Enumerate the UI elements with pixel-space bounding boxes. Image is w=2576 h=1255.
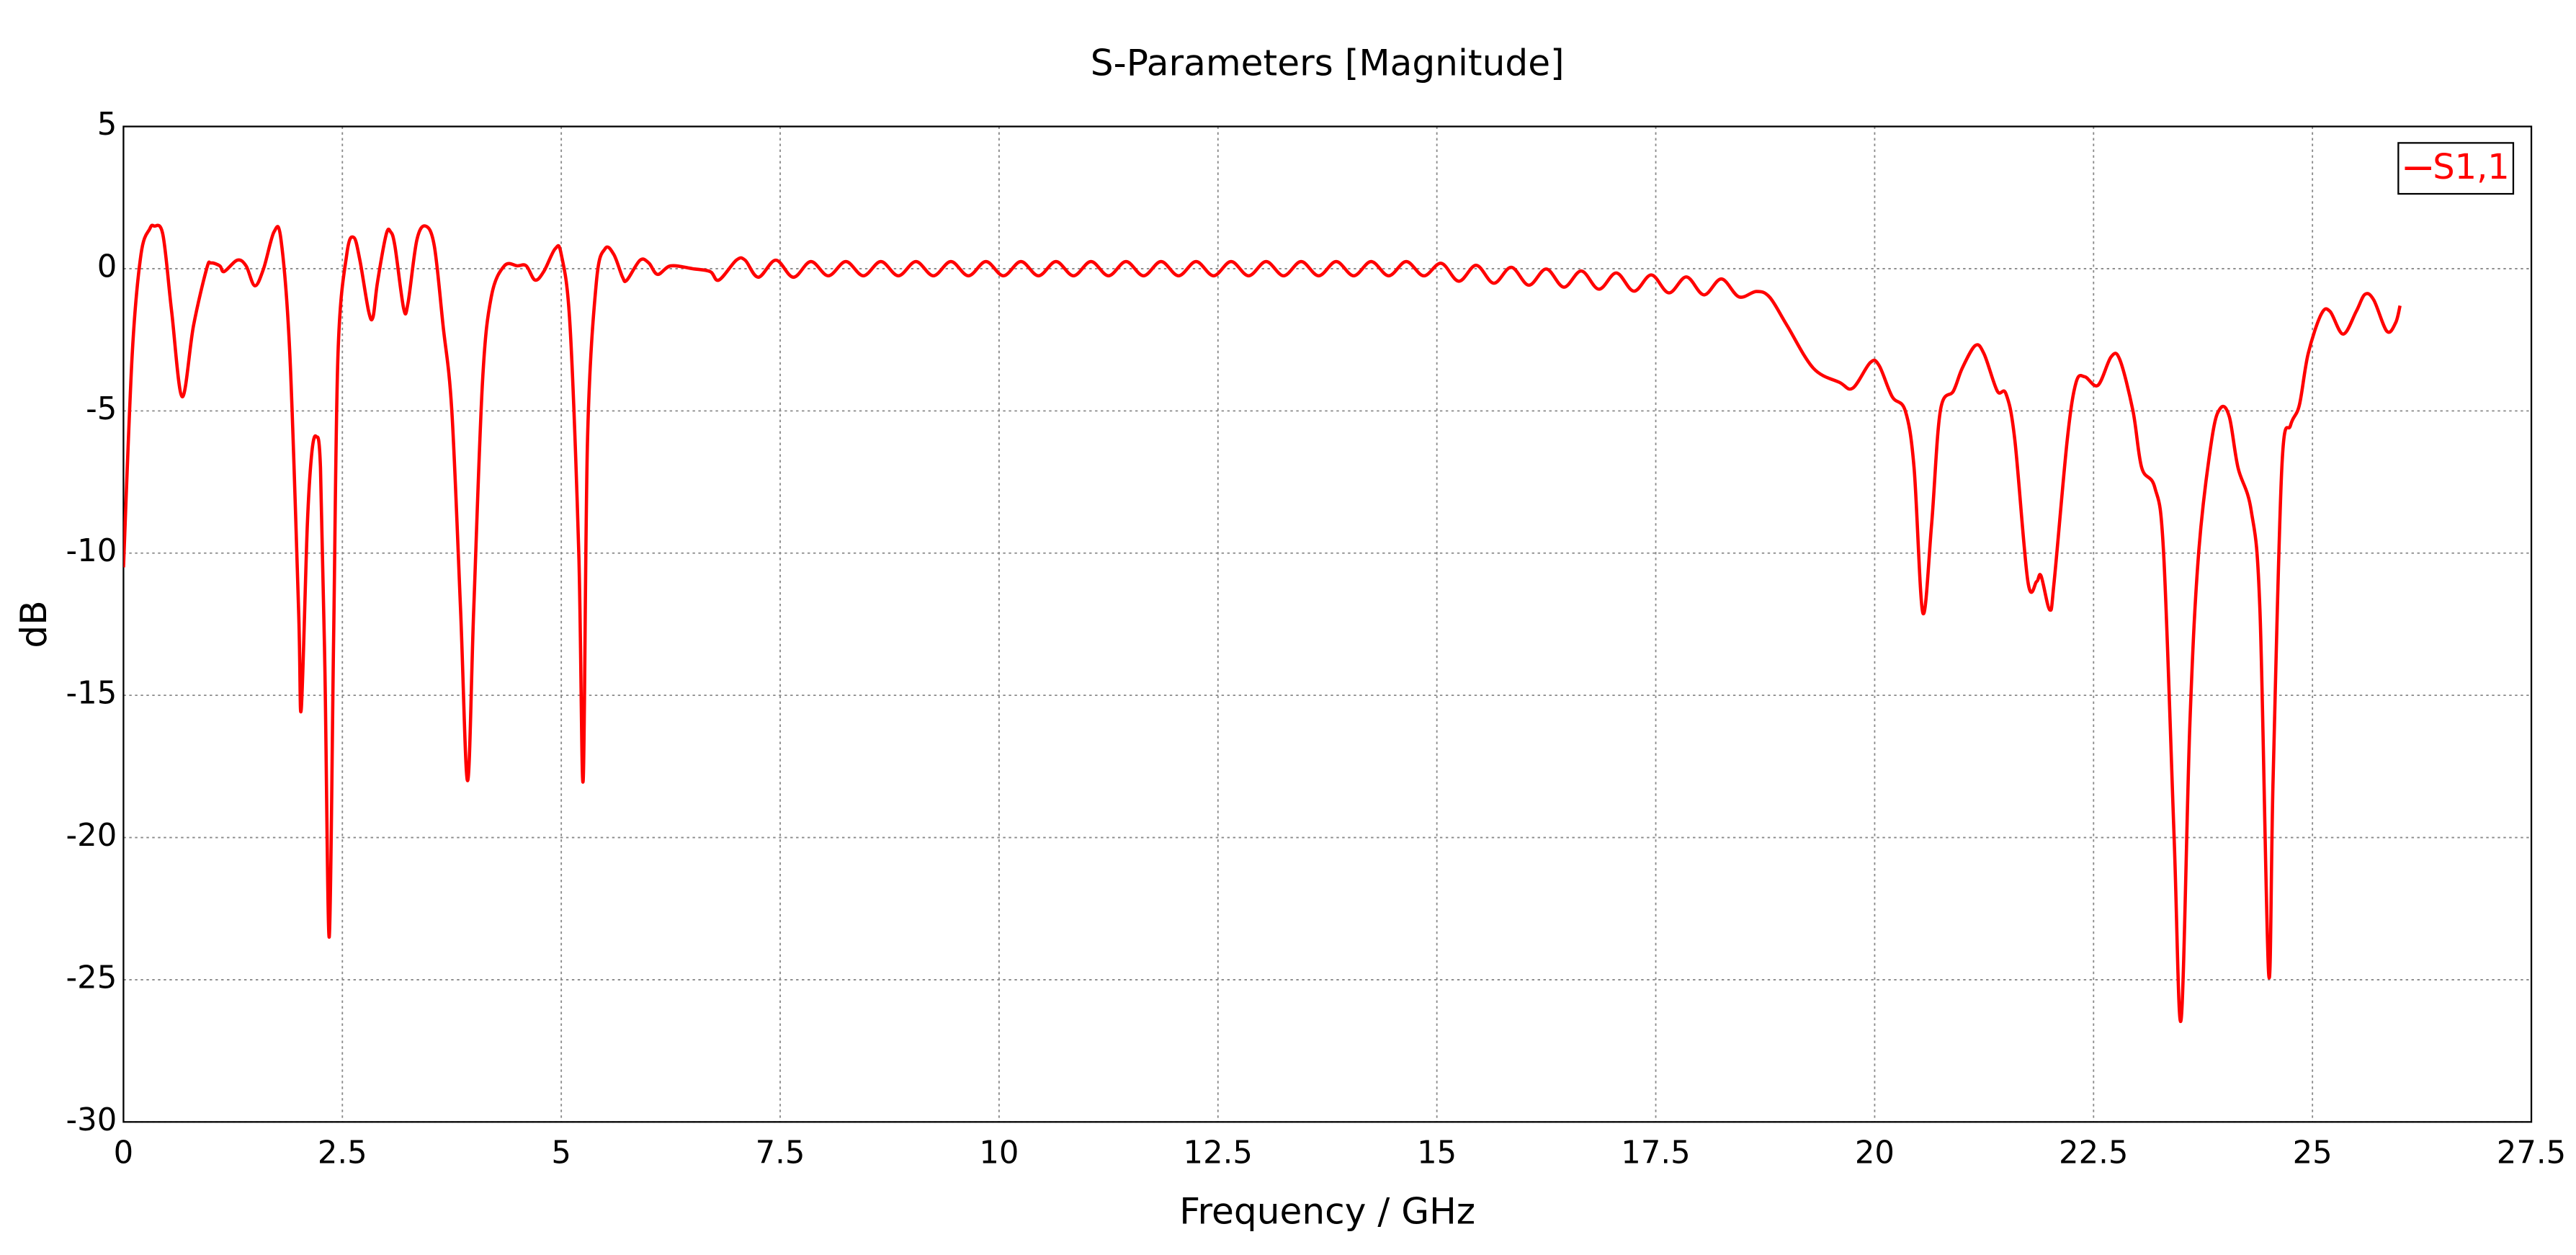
x-tick-label: 10 xyxy=(979,1135,1019,1171)
legend-label: S1,1 xyxy=(2433,148,2510,187)
x-tick-label: 2.5 xyxy=(318,1135,367,1171)
y-tick-label: -5 xyxy=(86,391,117,427)
x-axis-label: Frequency / GHz xyxy=(1179,1189,1475,1232)
y-tick-label: -15 xyxy=(66,676,117,712)
y-tick-label: -30 xyxy=(66,1102,117,1138)
y-axis-label: dB xyxy=(12,600,55,648)
x-tick-label: 5 xyxy=(551,1135,571,1171)
y-tick-label: -20 xyxy=(66,818,117,854)
x-tick-label: 27.5 xyxy=(2497,1135,2566,1171)
plot-frame xyxy=(122,125,2533,1123)
y-tick-label: 0 xyxy=(97,249,117,285)
x-tick-label: 7.5 xyxy=(756,1135,805,1171)
y-tick-label: -10 xyxy=(66,533,117,569)
y-tick-label: -25 xyxy=(66,960,117,996)
chart-title: S-Parameters [Magnitude] xyxy=(1091,42,1565,84)
x-tick-label: 17.5 xyxy=(1621,1135,1690,1171)
series-line xyxy=(123,223,2402,1024)
x-tick-label: 20 xyxy=(1855,1135,1895,1171)
x-tick-label: 0 xyxy=(114,1135,134,1171)
x-tick-label: 12.5 xyxy=(1184,1135,1253,1171)
x-tick-label: 15 xyxy=(1417,1135,1457,1171)
x-tick-label: 25 xyxy=(2293,1135,2333,1171)
x-tick-label: 22.5 xyxy=(2059,1135,2128,1171)
y-tick-label: 5 xyxy=(97,107,117,143)
